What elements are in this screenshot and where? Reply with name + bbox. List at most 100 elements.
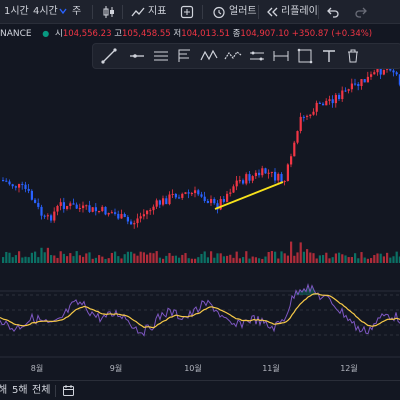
volume-bar [123, 254, 126, 263]
candle [322, 103, 325, 106]
candle [248, 174, 251, 181]
volume-bar [363, 257, 366, 263]
drawing-tools.4[interactable] [199, 46, 219, 66]
volume-bar [174, 255, 177, 263]
candle [190, 193, 193, 195]
drawing-tools.7[interactable] [271, 46, 291, 66]
candle [43, 215, 46, 217]
toolbar-divider [318, 5, 319, 19]
drawing-tools.8[interactable] [295, 46, 315, 66]
volume-bar [206, 257, 209, 263]
alert-clock-icon[interactable] [212, 5, 226, 24]
volume-bar [248, 258, 251, 263]
volume-bar [149, 252, 152, 263]
candle [27, 188, 30, 191]
candle [133, 223, 136, 225]
candle [181, 193, 184, 198]
volume-bar [30, 252, 33, 263]
indicators-icon[interactable] [131, 5, 145, 24]
candle [277, 173, 280, 181]
candle [334, 94, 337, 104]
volume-bar [328, 258, 331, 263]
candle [318, 102, 321, 104]
candle [66, 205, 69, 209]
candle [171, 193, 174, 195]
drawing-tools.6[interactable] [247, 46, 267, 66]
volume-bar [344, 255, 347, 263]
drawing-tools.1[interactable] [127, 46, 147, 66]
candle [315, 102, 318, 112]
drawing-tools.2[interactable] [151, 46, 171, 66]
candle [238, 180, 241, 182]
range-all-button[interactable]: 전체 [32, 385, 51, 396]
candle [2, 180, 5, 181]
drawing-tools.9[interactable] [319, 46, 339, 66]
candle [274, 171, 277, 181]
interval-4h-button[interactable]: 4시간 [33, 6, 58, 17]
volume-bar [261, 258, 264, 263]
volume-bar [267, 252, 270, 263]
candle [69, 203, 72, 206]
layout-grid-icon[interactable] [180, 5, 194, 24]
volume-bar [322, 255, 325, 263]
candle [107, 213, 110, 215]
volume-bar [158, 257, 161, 263]
candle [158, 200, 161, 205]
calendar-icon[interactable] [62, 384, 75, 400]
candle [222, 199, 225, 202]
toolbar-divider [202, 5, 203, 19]
redo-icon[interactable] [354, 5, 368, 24]
volume-bar [200, 253, 203, 263]
drawing-tools.0[interactable] [99, 46, 119, 66]
drawing-tools.5[interactable] [223, 46, 243, 66]
alert-button[interactable]: 얼러트 [229, 6, 257, 17]
interval-dropdown-button[interactable]: 주 [72, 6, 82, 17]
candle [280, 173, 283, 182]
volume-bar [152, 253, 155, 263]
replay-rewind-icon[interactable] [265, 5, 279, 24]
candle-style-icon[interactable] [102, 5, 116, 24]
range-5y-button[interactable]: 5해 [12, 385, 28, 396]
volume-bar [354, 253, 357, 263]
volume-bar [302, 251, 305, 263]
candle [82, 205, 85, 209]
replay-button[interactable]: 리플레이 [281, 6, 318, 17]
volume-bar [18, 251, 21, 263]
price-chart[interactable]: 8월 9월 10월 11월 12월 [0, 42, 400, 380]
interval-dropdown-chevron-icon[interactable] [58, 5, 68, 22]
volume-bar [50, 255, 53, 263]
close-label: 종 [232, 29, 241, 39]
candle [200, 194, 203, 197]
candle [258, 172, 261, 176]
drawing-tools.3[interactable] [175, 46, 195, 66]
volume-bar [299, 242, 302, 263]
undo-icon[interactable] [326, 5, 340, 24]
candle [229, 192, 232, 194]
volume-bar [235, 251, 238, 263]
candle [11, 184, 14, 187]
volume-bar [40, 247, 43, 263]
candle [85, 205, 88, 207]
high-value: 105,458.55 [122, 29, 171, 39]
candle [114, 212, 117, 214]
volume-bar [242, 257, 245, 263]
time-axis-label: 8월 [31, 363, 43, 373]
time-axis: 8월 9월 10월 11월 12월 [31, 363, 358, 373]
candle-series [2, 61, 400, 229]
volume-bar [53, 255, 56, 263]
indicators-button[interactable]: 지표 [148, 6, 167, 17]
candle [366, 76, 369, 83]
candle [357, 84, 360, 87]
candle [203, 196, 206, 201]
drawing-tools.10[interactable] [343, 46, 363, 66]
candle [30, 190, 33, 200]
candle [347, 89, 350, 91]
interval-1h-button[interactable]: 1시간 [4, 6, 29, 17]
candle [338, 94, 341, 100]
delete-drawing-icon [348, 49, 358, 63]
range-partial-button[interactable]: 해 [0, 385, 8, 396]
volume-bar [290, 241, 293, 263]
candle [37, 202, 40, 207]
volume-bar [194, 258, 197, 263]
trend-line-drawing[interactable] [214, 181, 284, 210]
